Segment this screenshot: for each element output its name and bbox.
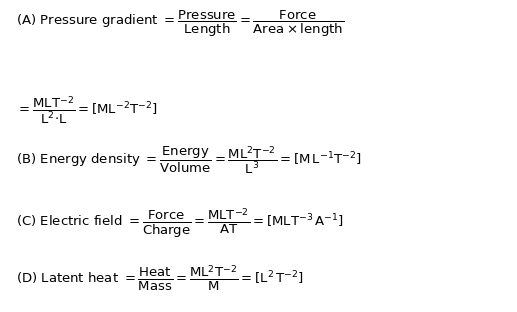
Text: (D) Latent heat $= \dfrac{\mathrm{Heat}}{\mathrm{Mass}} = \dfrac{\mathrm{ML}^{2}: (D) Latent heat $= \dfrac{\mathrm{Heat}}… bbox=[16, 264, 303, 293]
Text: (B) Energy density $= \dfrac{\mathrm{Energy}}{\mathrm{Volume}} = \dfrac{\mathrm{: (B) Energy density $= \dfrac{\mathrm{Ene… bbox=[16, 145, 361, 176]
Text: (C) Electric field $= \dfrac{\mathrm{Force}}{\mathrm{Ch\!\!\;arge}} = \dfrac{\ma: (C) Electric field $= \dfrac{\mathrm{For… bbox=[16, 206, 343, 240]
Text: (A) Pressure gradient $= \dfrac{\mathrm{Pressure}}{\mathrm{Length}} = \dfrac{\ma: (A) Pressure gradient $= \dfrac{\mathrm{… bbox=[16, 9, 344, 40]
Text: $= \dfrac{\mathrm{MLT}^{-2}}{\mathrm{L}^{2}{\cdot}\mathrm{L}} = [\mathrm{ML}^{-2: $= \dfrac{\mathrm{MLT}^{-2}}{\mathrm{L}^… bbox=[16, 94, 157, 125]
